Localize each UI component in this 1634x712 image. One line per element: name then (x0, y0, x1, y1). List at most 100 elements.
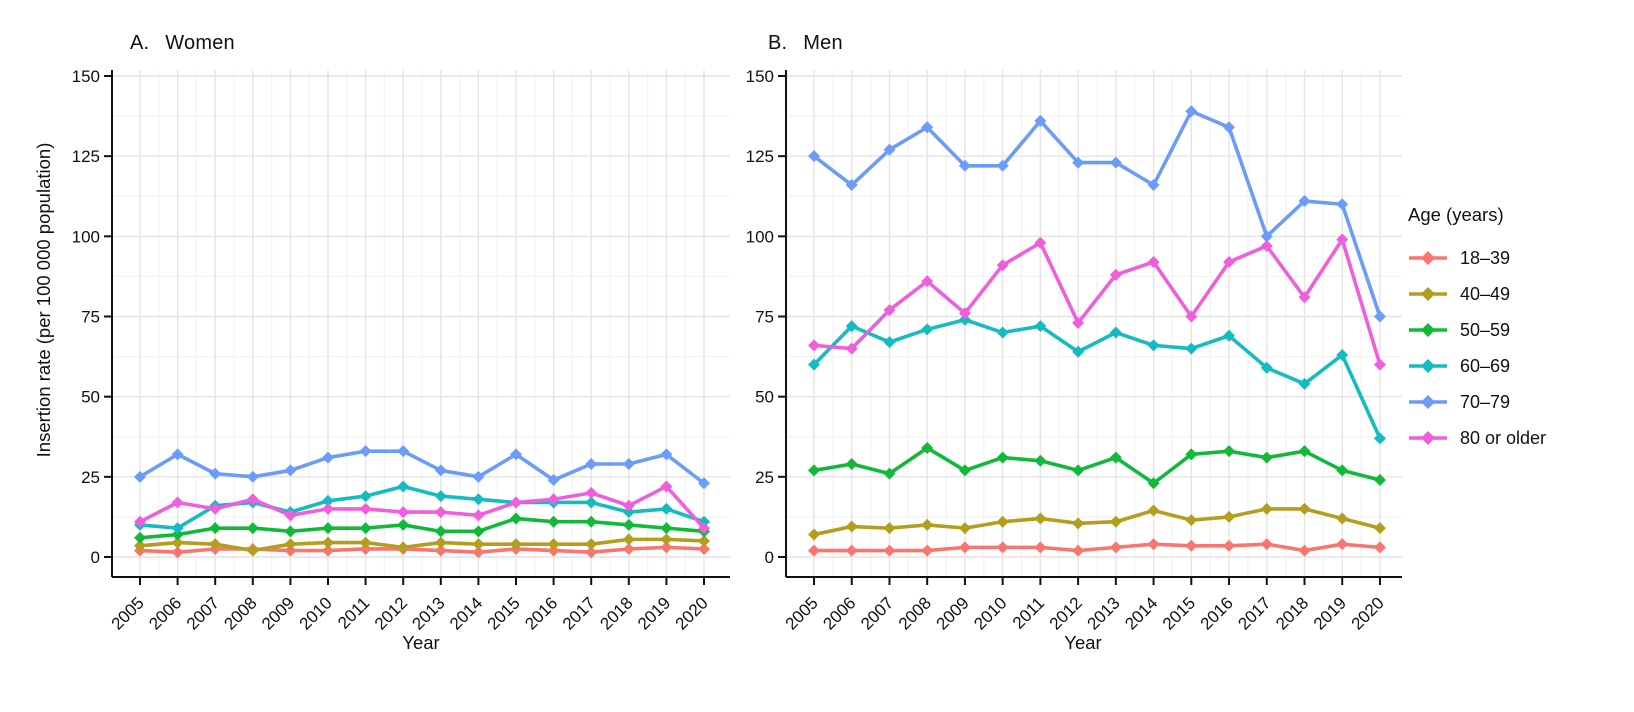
series-marker-70–79 (1185, 105, 1198, 118)
series-marker-80 or older (1298, 291, 1311, 304)
legend-key-icon (1409, 323, 1447, 337)
legend-entries: 18–39 40–49 50–59 60–69 70–79 80 or older (1408, 240, 1546, 456)
series-marker-18–39 (845, 544, 858, 557)
series-marker-80 or older (209, 502, 222, 515)
series-marker-50–59 (284, 525, 297, 538)
series-marker-18–39 (1034, 541, 1047, 554)
series-marker-70–79 (1072, 156, 1085, 169)
legend-entry-label: 70–79 (1460, 391, 1511, 412)
panel-men: 0 25 50 75 100 125 150 200520062007200820092010… (746, 67, 1402, 634)
x-tick-label: 2005 (782, 593, 822, 633)
panel-a-letter: A. (130, 32, 150, 54)
series-marker-18–39 (1336, 538, 1349, 551)
series-marker-60–69 (1223, 329, 1236, 342)
series-marker-50–59 (1147, 477, 1160, 490)
x-tick-label: 2016 (521, 593, 561, 633)
series-marker-50–59 (585, 515, 598, 528)
series-marker-60–69 (845, 320, 858, 333)
series-marker-60–69 (1147, 339, 1160, 352)
series-marker-40–49 (1034, 512, 1047, 525)
series-marker-50–59 (1260, 451, 1273, 464)
legend-entry-label: 80 or older (1460, 427, 1547, 448)
series-marker-18–39 (1072, 544, 1085, 557)
series-marker-18–39 (434, 544, 447, 557)
series-line-50–59 (138, 516, 706, 540)
y-tick-label: 25 (755, 468, 774, 487)
series-marker-80 or older (622, 499, 635, 512)
series-marker-70–79 (585, 458, 598, 471)
series-marker-70–79 (434, 464, 447, 477)
x-tick-label: 2011 (1009, 593, 1048, 632)
series-marker-18–39 (958, 541, 971, 554)
series-marker-70–79 (397, 445, 410, 458)
series-marker-18–39 (1109, 541, 1122, 554)
series-marker-40–49 (660, 533, 673, 546)
x-tick-label: 2006 (145, 593, 185, 633)
legend-key-icon (1409, 395, 1447, 409)
series-marker-80 or older (472, 509, 485, 522)
series-marker-40–49 (322, 536, 334, 549)
series-marker-70–79 (1034, 114, 1047, 127)
series-marker-60–69 (1109, 326, 1122, 339)
y-tick-label: 100 (746, 227, 774, 246)
series-marker-18–39 (660, 541, 673, 554)
series-marker-18–39 (921, 544, 934, 557)
series-marker-70–79 (1373, 310, 1386, 323)
series-marker-60–69 (660, 502, 673, 515)
series-marker-50–59 (1072, 464, 1085, 477)
series-marker-40–49 (134, 539, 146, 552)
series-marker-80 or older (510, 496, 522, 509)
series-marker-50–59 (808, 464, 820, 477)
series-marker-50–59 (622, 518, 635, 531)
x-tick-label: 2019 (1310, 593, 1350, 633)
series-marker-80 or older (1373, 358, 1386, 371)
series-marker-80 or older (698, 522, 710, 535)
series-marker-60–69 (996, 326, 1009, 339)
series-marker-40–49 (1260, 502, 1273, 515)
series-marker-80 or older (585, 486, 598, 499)
series-marker-80 or older (547, 493, 560, 506)
x-tick-label: 2019 (634, 593, 674, 633)
x-tick-label: 2014 (1121, 593, 1161, 633)
series-marker-70–79 (209, 467, 222, 480)
series-marker-50–59 (1298, 445, 1311, 458)
series-marker-18–39 (171, 546, 184, 559)
x-tick-label: 2011 (334, 593, 373, 632)
series-marker-80 or older (1185, 310, 1198, 323)
series-marker-18–39 (1298, 544, 1311, 557)
legend-entry-80-or-older: 80 or older (1408, 420, 1546, 456)
y-tick-label: 150 (746, 67, 774, 86)
series-marker-70–79 (246, 470, 259, 483)
x-tick-label: 2012 (1046, 593, 1086, 633)
series-marker-40–49 (510, 538, 522, 551)
series-marker-50–59 (246, 522, 259, 535)
series-marker-60–69 (958, 313, 971, 326)
x-tick-label: 2018 (596, 593, 636, 633)
series-marker-60–69 (171, 522, 184, 535)
panel-a-label: Women (165, 32, 235, 54)
series-marker-50–59 (510, 512, 522, 525)
x-tick-label: 2008 (220, 593, 260, 633)
series-marker-40–49 (1223, 510, 1236, 523)
series-marker-60–69 (585, 496, 598, 509)
series-marker-50–59 (1223, 445, 1236, 458)
series-marker-40–49 (883, 522, 896, 535)
series-marker-50–59 (434, 525, 447, 538)
x-tick-label: 2010 (296, 593, 336, 633)
series-marker-40–49 (845, 520, 858, 533)
legend-key-diamond (1421, 251, 1435, 265)
series-marker-50–59 (322, 522, 334, 535)
series-marker-50–59 (921, 441, 934, 454)
series-marker-40–49 (472, 538, 485, 551)
series-marker-70–79 (698, 477, 710, 490)
series-marker-80 or older (921, 275, 934, 288)
x-tick-label: 2016 (1197, 593, 1237, 633)
x-tick-label: 2020 (672, 593, 712, 633)
series-marker-50–59 (209, 522, 222, 535)
series-marker-18–39 (698, 542, 710, 555)
series-line-18–39 (812, 542, 1382, 553)
legend-entry-label: 50–59 (1460, 319, 1511, 340)
series-marker-70–79 (359, 445, 372, 458)
series-marker-60–69 (472, 493, 485, 506)
series-line-70–79 (812, 109, 1382, 319)
